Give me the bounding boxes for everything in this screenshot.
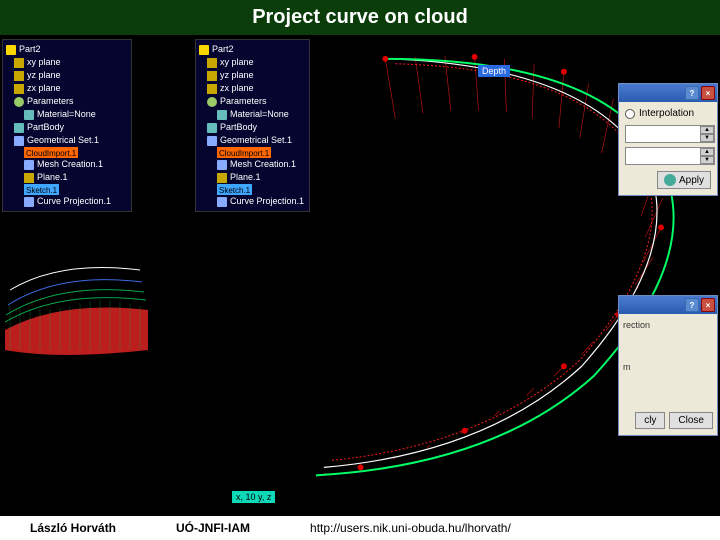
geom-icon bbox=[24, 197, 34, 207]
tree-root[interactable]: Part2 bbox=[6, 43, 128, 56]
tree-item[interactable]: Parameters bbox=[6, 95, 128, 108]
tree-item[interactable]: Plane.1 bbox=[6, 171, 128, 184]
mini-viewport[interactable] bbox=[0, 250, 160, 370]
tree-hl-icon: CloudImport.1 bbox=[24, 147, 78, 158]
tree-item[interactable]: Curve Projection.1 bbox=[6, 195, 128, 208]
body-icon bbox=[24, 110, 34, 120]
tree-item[interactable]: yz plane bbox=[6, 69, 128, 82]
footer-name: László Horváth bbox=[30, 521, 116, 535]
part-icon bbox=[6, 45, 16, 55]
spin-down-icon[interactable]: ▼ bbox=[700, 156, 714, 164]
field-label: m bbox=[623, 362, 713, 372]
tree-item[interactable]: PartBody bbox=[6, 121, 128, 134]
footer: László Horváth UÓ-JNFI-IAM http://users.… bbox=[0, 516, 720, 540]
tree-item[interactable]: Material=None bbox=[6, 108, 128, 121]
plane-icon bbox=[14, 58, 24, 68]
depth-label: Depth bbox=[478, 65, 510, 77]
geom-icon bbox=[24, 160, 34, 170]
main-area: Part2xy planeyz planezx planeParametersM… bbox=[0, 35, 720, 515]
radio-interpolation[interactable] bbox=[625, 109, 635, 119]
apply-button[interactable]: Apply bbox=[657, 171, 711, 189]
spin-up-icon[interactable]: ▲ bbox=[700, 126, 714, 134]
close-button[interactable]: Close bbox=[669, 412, 713, 429]
dialog-projection: ? × rection m cly Close bbox=[618, 295, 718, 436]
tree-item[interactable]: Mesh Creation.1 bbox=[6, 158, 128, 171]
tree-item[interactable]: zx plane bbox=[6, 82, 128, 95]
spin-down-icon[interactable]: ▼ bbox=[700, 134, 714, 142]
tree-item[interactable]: Geometrical Set.1 bbox=[6, 134, 128, 147]
spinner-2[interactable]: ▲▼ bbox=[625, 147, 715, 165]
param-icon bbox=[14, 97, 24, 107]
coord-label: x, 10 y, z bbox=[232, 491, 275, 503]
dialog2-titlebar[interactable]: ? × bbox=[619, 296, 717, 314]
plane-icon bbox=[14, 84, 24, 94]
geom-icon bbox=[14, 136, 24, 146]
plane-icon bbox=[24, 173, 34, 183]
apply-label: Apply bbox=[679, 175, 704, 186]
tree-item[interactable]: xy plane bbox=[6, 56, 128, 69]
footer-org: UÓ-JNFI-IAM bbox=[176, 521, 250, 535]
body-icon bbox=[14, 123, 24, 133]
close-icon[interactable]: × bbox=[701, 86, 715, 100]
tree-item[interactable]: CloudImport.1 bbox=[6, 147, 128, 158]
dialog1-titlebar[interactable]: ? × bbox=[619, 84, 717, 102]
footer-url: http://users.nik.uni-obuda.hu/lhorvath/ bbox=[310, 521, 511, 535]
help-icon[interactable]: ? bbox=[685, 86, 699, 100]
tree-panel-left[interactable]: Part2xy planeyz planezx planeParametersM… bbox=[2, 39, 132, 212]
apply-icon bbox=[664, 174, 676, 186]
spinner-1[interactable]: ▲▼ bbox=[625, 125, 715, 143]
tree-item[interactable]: Sketch.1 bbox=[6, 184, 128, 195]
page-title: Project curve on cloud bbox=[0, 0, 720, 35]
dialog-interpolation: ? × Interpolation ▲▼ ▲▼ Apply bbox=[618, 83, 718, 196]
field-label: rection bbox=[623, 320, 713, 330]
tree-hl-icon: Sketch.1 bbox=[24, 184, 59, 195]
plane-icon bbox=[14, 71, 24, 81]
radio-label: Interpolation bbox=[639, 108, 694, 119]
close-icon[interactable]: × bbox=[701, 298, 715, 312]
help-icon[interactable]: ? bbox=[685, 298, 699, 312]
ok-button[interactable]: cly bbox=[635, 412, 665, 429]
spin-up-icon[interactable]: ▲ bbox=[700, 148, 714, 156]
